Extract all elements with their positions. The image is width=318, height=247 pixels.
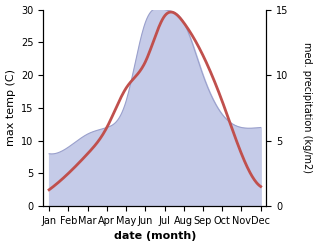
Y-axis label: med. precipitation (kg/m2): med. precipitation (kg/m2) <box>302 42 313 173</box>
X-axis label: date (month): date (month) <box>114 231 196 242</box>
Y-axis label: max temp (C): max temp (C) <box>5 69 16 146</box>
